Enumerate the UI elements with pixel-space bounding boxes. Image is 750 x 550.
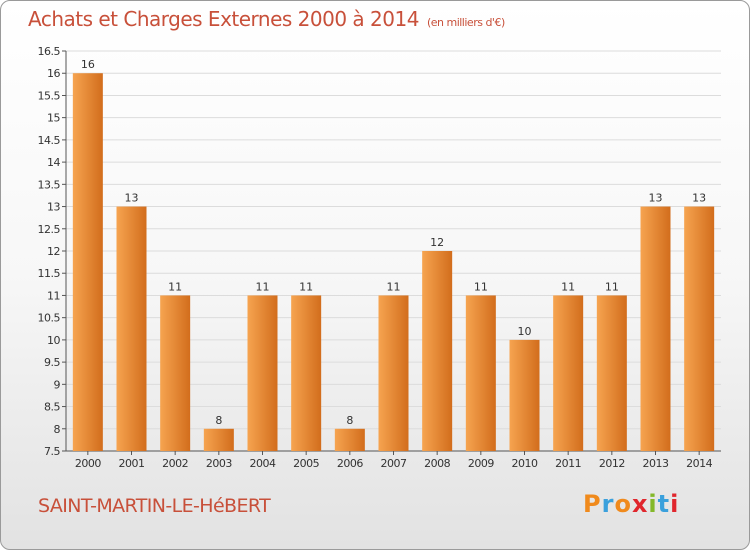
data-label: 11 bbox=[561, 280, 575, 293]
y-tick-label: 14 bbox=[47, 156, 60, 169]
data-label: 11 bbox=[256, 280, 270, 293]
bar bbox=[465, 295, 496, 451]
data-label: 16 bbox=[81, 58, 95, 71]
logo-letter: r bbox=[601, 490, 615, 518]
y-tick-label: 7.5 bbox=[44, 445, 60, 458]
y-tick-label: 13 bbox=[47, 201, 60, 214]
chart-title-text: Achats et Charges Externes 2000 à 2014 bbox=[28, 7, 419, 31]
logo-letter: x bbox=[631, 490, 649, 518]
data-label: 11 bbox=[474, 280, 488, 293]
data-label: 11 bbox=[387, 280, 401, 293]
x-tick-label: 2011 bbox=[555, 457, 581, 470]
logo-letter: P bbox=[583, 490, 602, 518]
bar bbox=[116, 206, 147, 451]
bar bbox=[203, 428, 234, 451]
x-tick-label: 2006 bbox=[337, 457, 363, 470]
x-tick-label: 2008 bbox=[424, 457, 450, 470]
y-tick-label: 8 bbox=[54, 423, 61, 436]
y-tick-label: 9 bbox=[54, 378, 61, 391]
x-tick-label: 2010 bbox=[512, 457, 538, 470]
proxiti-logo: Proxiti bbox=[583, 490, 679, 518]
bar bbox=[72, 73, 103, 451]
logo-letter: o bbox=[614, 490, 632, 518]
y-tick-label: 15 bbox=[47, 112, 60, 125]
y-tick-label: 10.5 bbox=[38, 312, 61, 325]
bar bbox=[640, 206, 671, 451]
y-tick-label: 9.5 bbox=[44, 356, 60, 369]
bar bbox=[422, 251, 453, 451]
x-tick-label: 2014 bbox=[686, 457, 712, 470]
data-label: 13 bbox=[649, 192, 663, 205]
y-tick-label: 12.5 bbox=[38, 223, 61, 236]
bar bbox=[291, 295, 322, 451]
x-tick-label: 2001 bbox=[119, 457, 145, 470]
bar bbox=[160, 295, 191, 451]
data-label: 10 bbox=[518, 325, 532, 338]
y-tick-label: 11.5 bbox=[38, 267, 61, 280]
logo-letter: i bbox=[648, 490, 658, 518]
data-label: 13 bbox=[125, 192, 139, 205]
bar bbox=[596, 295, 627, 451]
x-tick-label: 2004 bbox=[250, 457, 276, 470]
y-tick-label: 11 bbox=[47, 289, 60, 302]
x-tick-label: 2007 bbox=[381, 457, 407, 470]
logo-letter: i bbox=[670, 490, 680, 518]
y-tick-label: 16 bbox=[47, 67, 60, 80]
x-tick-label: 2005 bbox=[293, 457, 319, 470]
bar bbox=[553, 295, 584, 451]
y-tick-label: 8.5 bbox=[44, 401, 60, 414]
chart-unit: (en milliers d'€) bbox=[426, 16, 505, 29]
x-tick-label: 2013 bbox=[643, 457, 669, 470]
bar bbox=[334, 428, 365, 451]
x-tick-label: 2012 bbox=[599, 457, 625, 470]
y-tick-label: 13.5 bbox=[38, 178, 61, 191]
y-tick-label: 10 bbox=[47, 334, 60, 347]
chart-title: Achats et Charges Externes 2000 à 2014 (e… bbox=[28, 7, 505, 31]
x-tick-label: 2009 bbox=[468, 457, 494, 470]
y-tick-label: 15.5 bbox=[38, 89, 61, 102]
y-tick-label: 16.5 bbox=[38, 45, 61, 58]
labels: 7.5 8 8.5 9 9.5 10 10.5 11 11.5 12 12.5 13 13.5 14 14.… bbox=[38, 45, 714, 470]
data-label: 11 bbox=[168, 280, 182, 293]
x-tick-label: 2000 bbox=[75, 457, 101, 470]
x-tick-label: 2003 bbox=[206, 457, 232, 470]
x-tick-label: 2002 bbox=[162, 457, 188, 470]
data-label: 8 bbox=[215, 414, 222, 427]
data-label: 8 bbox=[346, 414, 353, 427]
data-label: 13 bbox=[692, 192, 706, 205]
bars bbox=[72, 73, 715, 451]
place-name: SAINT-MARTIN-LE-HéBERT bbox=[38, 495, 271, 517]
bar bbox=[509, 339, 540, 451]
bar bbox=[378, 295, 409, 451]
data-label: 11 bbox=[605, 280, 619, 293]
logo-letter: t bbox=[657, 490, 671, 518]
bar bbox=[684, 206, 715, 451]
bar bbox=[247, 295, 278, 451]
data-label: 11 bbox=[299, 280, 313, 293]
y-tick-label: 14.5 bbox=[38, 134, 61, 147]
y-tick-label: 12 bbox=[47, 245, 60, 258]
data-label: 12 bbox=[430, 236, 444, 249]
